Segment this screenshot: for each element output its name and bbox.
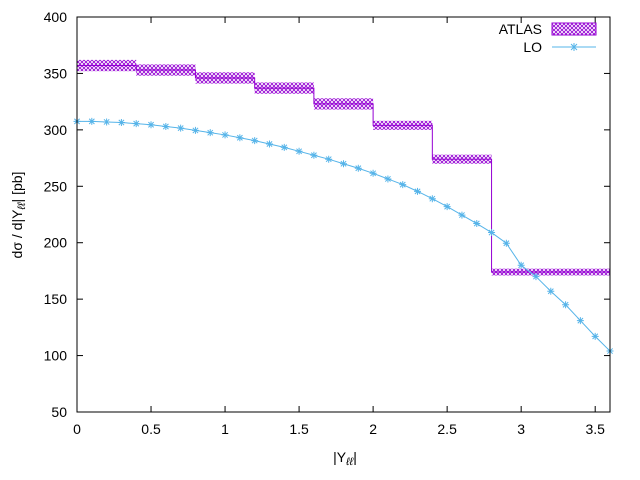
x-tick-label-5: 2.5 [437,421,457,437]
x-tick-label-3: 1.5 [289,421,309,437]
x-tick-label-0: 0 [73,421,81,437]
legend-label-atlas: ATLAS [499,21,542,37]
plot-area [73,59,614,355]
lo-line [77,120,611,352]
lo-point-24 [428,195,436,203]
x-tick-label-2: 1 [221,421,229,437]
tick-labels: 0 0.5 1 1.5 2 2.5 3 3.5 50 100 150 200 250 300 350 400 [44,9,605,437]
y-tick-label-0: 50 [51,404,67,420]
lo-point-8 [191,126,199,134]
lo-point-15 [295,147,303,155]
lo-point-32 [547,287,555,295]
lo-point-1 [88,117,96,125]
lo-point-4 [132,120,140,128]
lo-point-23 [414,187,422,195]
y-tick-label-1: 100 [44,348,68,364]
lo-point-33 [562,301,570,309]
legend-label-lo: LO [523,39,542,55]
x-axis-title: |Yℓℓ| [333,449,357,468]
plot-frame [76,16,611,413]
lo-point-20 [369,169,377,177]
lo-point-28 [488,229,496,237]
y-axis-title-end: | [pb] [9,172,25,203]
x-tick-label-1: 0.5 [141,421,161,437]
y-tick-label-3: 200 [44,235,68,251]
y-tick-label-4: 250 [44,178,68,194]
legend-marker-lo [570,43,578,51]
y-tick-label-2: 150 [44,291,68,307]
lo-point-2 [103,118,111,126]
legend: ATLAS LO [499,21,597,55]
lo-point-13 [265,140,273,148]
x-tick-label-4: 2 [369,421,377,437]
y-tick-label-7: 400 [44,9,68,25]
lo-point-18 [340,160,347,168]
y-tick-label-5: 300 [44,122,68,138]
y-axis-title-main: dσ / d|Y [9,209,25,259]
lo-point-17 [325,155,333,163]
legend-swatch-atlas [551,22,597,36]
lo-point-11 [236,134,244,142]
lo-point-19 [354,164,362,172]
lo-point-29 [502,239,510,247]
lo-point-12 [251,137,259,145]
lo-point-30 [517,261,525,269]
y-tick-label-6: 350 [44,65,68,81]
x-axis-title-end: | [353,449,357,465]
lo-point-31 [532,273,540,281]
lo-point-35 [591,332,599,340]
x-tick-label-7: 3.5 [585,421,605,437]
y-axis-title: dσ / d|Yℓℓ| [pb] [9,172,28,259]
x-axis-title-sub: ℓℓ [345,456,354,468]
lo-point-21 [384,175,392,183]
y-axis-title-sub: ℓℓ [16,202,28,211]
lo-point-3 [117,119,125,127]
lo-point-16 [310,151,318,159]
lo-point-9 [206,129,214,137]
axes [76,16,611,413]
lo-point-27 [473,220,481,228]
lo-point-5 [147,121,155,129]
lo-point-26 [458,211,466,219]
lo-point-25 [443,203,451,211]
x-tick-label-6: 3 [517,421,525,437]
x-axis-title-main: |Y [333,449,347,465]
lo-point-10 [221,131,229,139]
lo-point-34 [576,317,584,325]
lo-point-22 [399,181,407,189]
atlas-step-line [77,65,610,273]
lo-point-6 [162,122,170,130]
lo-point-7 [177,124,185,132]
lo-point-14 [280,143,288,151]
